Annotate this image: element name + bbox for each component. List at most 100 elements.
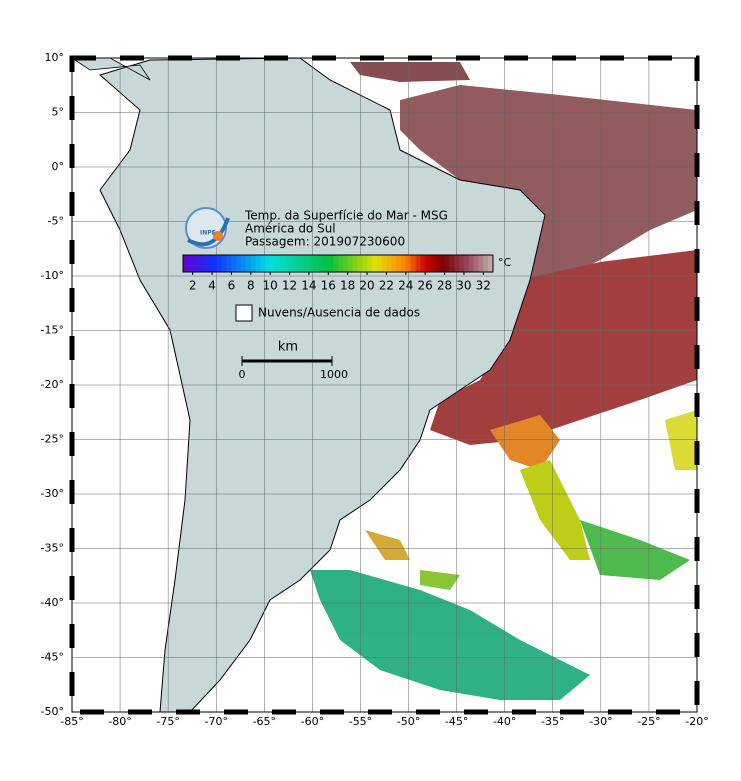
lon-tick-label: -70° [204, 715, 227, 728]
colorbar-swatch [245, 255, 252, 272]
colorbar-swatch [357, 255, 363, 272]
lat-tick-label: -5° [48, 215, 64, 228]
colorbar-swatch [425, 255, 431, 272]
colorbar-swatch [231, 255, 237, 272]
colorbar-swatch [279, 255, 286, 272]
colorbar-tick-label: 4 [208, 279, 216, 293]
colorbar-swatch [483, 255, 489, 272]
lon-tick-label: -55° [349, 715, 372, 728]
lat-tick-label: -15° [41, 324, 64, 337]
colorbar-tick-label: 2 [189, 279, 197, 293]
colorbar-tick-label: 32 [476, 279, 491, 293]
sst-green [580, 520, 690, 580]
sst-warm-north [400, 85, 697, 280]
lon-tick-label: -50° [397, 715, 420, 728]
colorbar-tick-label: 26 [418, 279, 433, 293]
logo-dot [213, 231, 223, 241]
lat-tick-label: 5° [52, 106, 65, 119]
colorbar-swatch [289, 255, 295, 272]
lat-tick-label: -40° [41, 596, 64, 609]
colorbar: 2 4 6 8 10 12 14 16 18 20 22 24 26 28 30 32 [182, 254, 494, 293]
logo: INPE [185, 207, 230, 249]
colorbar-swatch [439, 255, 446, 272]
lon-tick-label: -20° [685, 715, 708, 728]
colorbar-swatch [241, 255, 247, 272]
lat-tick-label: -10° [41, 269, 64, 282]
legend-label: Nuvens/Ausencia de dados [258, 306, 420, 320]
colorbar-tick-label: 10 [263, 279, 278, 293]
lon-tick-label: -60° [301, 715, 324, 728]
colorbar-swatch [478, 255, 484, 272]
colorbar-swatch [323, 255, 329, 272]
logo-text: INPE [200, 230, 216, 237]
colorbar-swatch [420, 255, 426, 272]
colorbar-swatch [294, 255, 300, 272]
title-line: Passagem: 201907230600 [245, 235, 405, 249]
colorbar-swatch [342, 255, 349, 272]
colorbar-swatch [488, 255, 494, 272]
lat-tick-label: -25° [41, 433, 64, 446]
colorbar-tick-label: 6 [228, 279, 236, 293]
colorbar-swatch [449, 255, 455, 272]
colorbar-swatch [313, 255, 320, 272]
colorbar-swatch [434, 255, 441, 272]
colorbar-swatch [347, 255, 354, 272]
lat-tick-label: -50° [41, 705, 64, 718]
colorbar-swatch [333, 255, 339, 272]
colorbar-swatch [250, 255, 257, 272]
colorbar-swatch [338, 255, 344, 272]
colorbar-swatch [376, 255, 383, 272]
colorbar-swatch [444, 255, 450, 272]
colorbar-swatch [221, 255, 228, 272]
colorbar-swatch [299, 255, 305, 272]
scale-label: 1000 [320, 368, 348, 381]
colorbar-swatch [459, 255, 465, 272]
colorbar-swatch [207, 255, 213, 272]
colorbar-swatch [226, 255, 232, 272]
title-line: Temp. da Superfície do Mar - MSG [244, 209, 448, 223]
colorbar-swatch [396, 255, 402, 272]
colorbar-swatch [405, 255, 412, 272]
colorbar-swatch [260, 255, 266, 272]
sst-patch [665, 410, 697, 470]
colorbar-swatch [318, 255, 324, 272]
colorbar-swatch [202, 255, 208, 272]
colorbar-swatch [463, 255, 470, 272]
colorbar-swatch [328, 255, 334, 272]
colorbar-swatch [270, 255, 276, 272]
scale-bar: km 0 1000 [239, 340, 349, 382]
lon-tick-label: -80° [108, 715, 131, 728]
colorbar-swatch [367, 255, 373, 272]
scale-unit: km [278, 340, 298, 355]
lon-tick-label: -30° [589, 715, 612, 728]
lat-tick-label: -45° [41, 651, 64, 664]
colorbar-tick-label: 22 [379, 279, 394, 293]
colorbar-swatch [216, 255, 223, 272]
lon-tick-label: -85° [60, 715, 83, 728]
colorbar-tick-label: 30 [456, 279, 471, 293]
lat-tick-label: 0° [52, 160, 65, 173]
colorbar-swatch [255, 255, 261, 272]
colorbar-swatch [468, 255, 475, 272]
colorbar-tick-label: 24 [398, 279, 413, 293]
colorbar-swatch [192, 255, 199, 272]
lat-tick-label: -35° [41, 542, 64, 555]
colorbar-swatch [304, 255, 310, 272]
lon-tick-label: -35° [541, 715, 564, 728]
colorbar-tick-label: 20 [359, 279, 374, 293]
frame [71, 57, 698, 713]
sst-orange [490, 415, 560, 470]
colorbar-tick-label: 14 [301, 279, 316, 293]
sst-patch [365, 530, 410, 560]
colorbar-swatch [410, 255, 416, 272]
colorbar-swatch [236, 255, 242, 272]
colorbar-tick-label: 28 [437, 279, 452, 293]
lon-tick-label: -45° [445, 715, 468, 728]
sst-patch [420, 570, 460, 590]
colorbar-swatch [183, 255, 189, 272]
lat-tick-label: 10° [45, 51, 65, 64]
title-line: América do Sul [245, 222, 336, 236]
colorbar-swatch [381, 255, 387, 272]
colorbar-swatch [275, 255, 281, 272]
colorbar-swatch [386, 255, 392, 272]
